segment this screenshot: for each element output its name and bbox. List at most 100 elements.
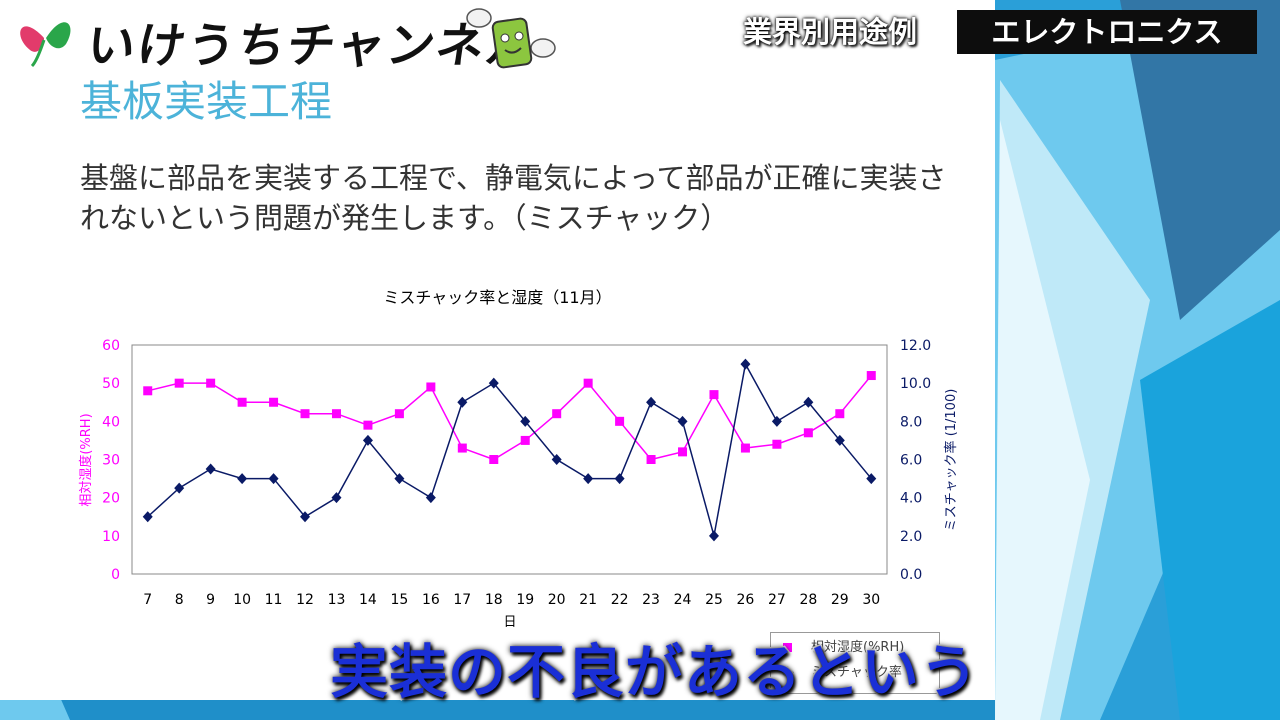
mischuck-point <box>551 454 562 465</box>
humidity-point <box>143 386 153 396</box>
legend-label-humidity: 相対湿度(%RH) <box>811 640 905 655</box>
y-left-tick-label: 10 <box>102 529 120 545</box>
y-right-tick-label: 0.0 <box>900 567 922 583</box>
x-tick-label: 25 <box>705 592 723 608</box>
series-line-1 <box>147 361 872 537</box>
x-tick-label: 20 <box>548 592 566 608</box>
category-label: 業界別用途例 <box>742 15 917 49</box>
x-tick-label: 10 <box>233 592 251 608</box>
humidity-point <box>174 378 184 388</box>
y-right-tick-label: 2.0 <box>900 529 922 545</box>
y-right-tick-label: 8.0 <box>900 414 922 430</box>
mischuck-point <box>803 396 814 408</box>
x-axis-label: 日 <box>503 615 516 630</box>
humidity-point <box>269 397 279 407</box>
slide-body-text: 基盤に部品を実装する工程で、静電気によって部品が正確に実装されないという問題が発… <box>80 161 947 235</box>
x-tick-label: 19 <box>516 592 534 608</box>
y-left-axis: 0 10 20 30 40 50 60 <box>102 338 120 583</box>
x-tick-label: 16 <box>422 592 440 608</box>
mischuck-point <box>740 358 751 370</box>
y-right-axis-label: ミスチャック率 (1/100) <box>943 389 959 532</box>
x-tick-label: 24 <box>674 592 692 608</box>
y-right-tick-label: 10.0 <box>900 376 931 392</box>
mischuck-point <box>834 434 845 446</box>
humidity-point <box>426 382 436 392</box>
x-tick-label: 12 <box>296 592 314 608</box>
humidity-point <box>457 443 467 453</box>
humidity-point <box>709 390 719 400</box>
x-tick-label: 30 <box>862 592 880 608</box>
slide-title: 基板実装工程 <box>80 77 333 126</box>
line-chart: 0 10 20 30 40 50 60 0.0 2.0 4.0 6.0 8.0 10.0 12.0 7 8… <box>78 338 959 630</box>
x-tick-label: 8 <box>175 592 184 608</box>
x-tick-label: 18 <box>485 592 503 608</box>
x-tick-label: 27 <box>768 592 786 608</box>
mischuck-point <box>331 492 342 504</box>
mischuck-point <box>708 530 719 542</box>
humidity-point <box>520 435 530 445</box>
humidity-point <box>394 409 404 419</box>
mischuck-point <box>677 415 688 427</box>
x-tick-label: 29 <box>831 592 849 608</box>
mischuck-point <box>520 415 531 427</box>
x-tick-label: 7 <box>143 592 152 608</box>
series-lines <box>147 361 872 537</box>
mischuck-point <box>583 473 594 485</box>
slide: いけうちチャンネル 基板実装工程 基盤に部品を実装する工程で、静電気によって部品… <box>0 0 995 700</box>
series-markers <box>142 358 877 542</box>
y-right-axis: 0.0 2.0 4.0 6.0 8.0 10.0 12.0 <box>900 338 931 583</box>
legend-item-mischuck: ミスチャック率 <box>771 663 939 683</box>
y-right-tick-label: 12.0 <box>900 338 931 354</box>
y-left-tick-label: 50 <box>102 376 120 392</box>
humidity-point <box>552 409 562 419</box>
mischuck-point <box>614 473 625 485</box>
humidity-point <box>866 371 876 381</box>
humidity-point <box>772 439 782 449</box>
mischuck-point <box>237 473 248 485</box>
humidity-point <box>646 455 656 464</box>
mischuck-point <box>174 482 185 494</box>
humidity-point <box>803 428 813 438</box>
y-left-tick-label: 0 <box>111 567 120 583</box>
y-left-tick-label: 30 <box>102 453 120 469</box>
plot-area <box>131 344 888 575</box>
chart-legend: 相対湿度(%RH) ミスチャック率 <box>770 632 940 694</box>
mischuck-point <box>646 396 657 408</box>
square-marker-icon <box>783 643 792 652</box>
x-tick-label: 17 <box>453 592 471 608</box>
series-line-0 <box>147 375 872 461</box>
legend-item-humidity: 相対湿度(%RH) <box>771 638 939 658</box>
x-tick-label: 22 <box>611 592 629 608</box>
x-tick-label: 11 <box>265 592 283 608</box>
subtitle-caption: 実装の不良があるという <box>328 637 980 708</box>
humidity-point <box>363 420 373 430</box>
y-right-tick-label: 4.0 <box>900 491 922 507</box>
mischuck-point <box>268 473 279 485</box>
mischuck-point <box>425 492 436 504</box>
humidity-point <box>489 455 499 464</box>
legend-label-mischuck: ミスチャック率 <box>811 665 902 680</box>
mischuck-point <box>142 511 153 523</box>
x-axis: 7 8 9 10 11 12 13 14 15 16 17 18 19 20 21 22 23 24 25 26 27 2… <box>143 592 880 608</box>
mascot-icon <box>466 8 556 69</box>
mischuck-point <box>394 473 405 485</box>
x-tick-label: 15 <box>390 592 408 608</box>
humidity-point <box>740 443 750 453</box>
humidity-point <box>615 416 625 426</box>
x-tick-label: 28 <box>799 592 817 608</box>
mischuck-point <box>362 434 373 446</box>
y-left-axis-label: 相対湿度(%RH) <box>78 413 94 506</box>
humidity-point <box>237 397 247 407</box>
mischuck-point <box>457 396 468 408</box>
mischuck-point <box>205 463 216 475</box>
butterfly-logo-icon <box>20 22 71 68</box>
mischuck-point <box>771 415 782 427</box>
x-tick-label: 26 <box>737 592 755 608</box>
x-tick-label: 9 <box>206 592 215 608</box>
y-left-tick-label: 60 <box>102 338 120 354</box>
humidity-point <box>583 378 593 388</box>
y-right-tick-label: 6.0 <box>900 453 922 469</box>
x-tick-label: 21 <box>579 592 597 608</box>
mischuck-point <box>488 377 499 389</box>
category-value: エレクトロニクス <box>957 10 1257 54</box>
